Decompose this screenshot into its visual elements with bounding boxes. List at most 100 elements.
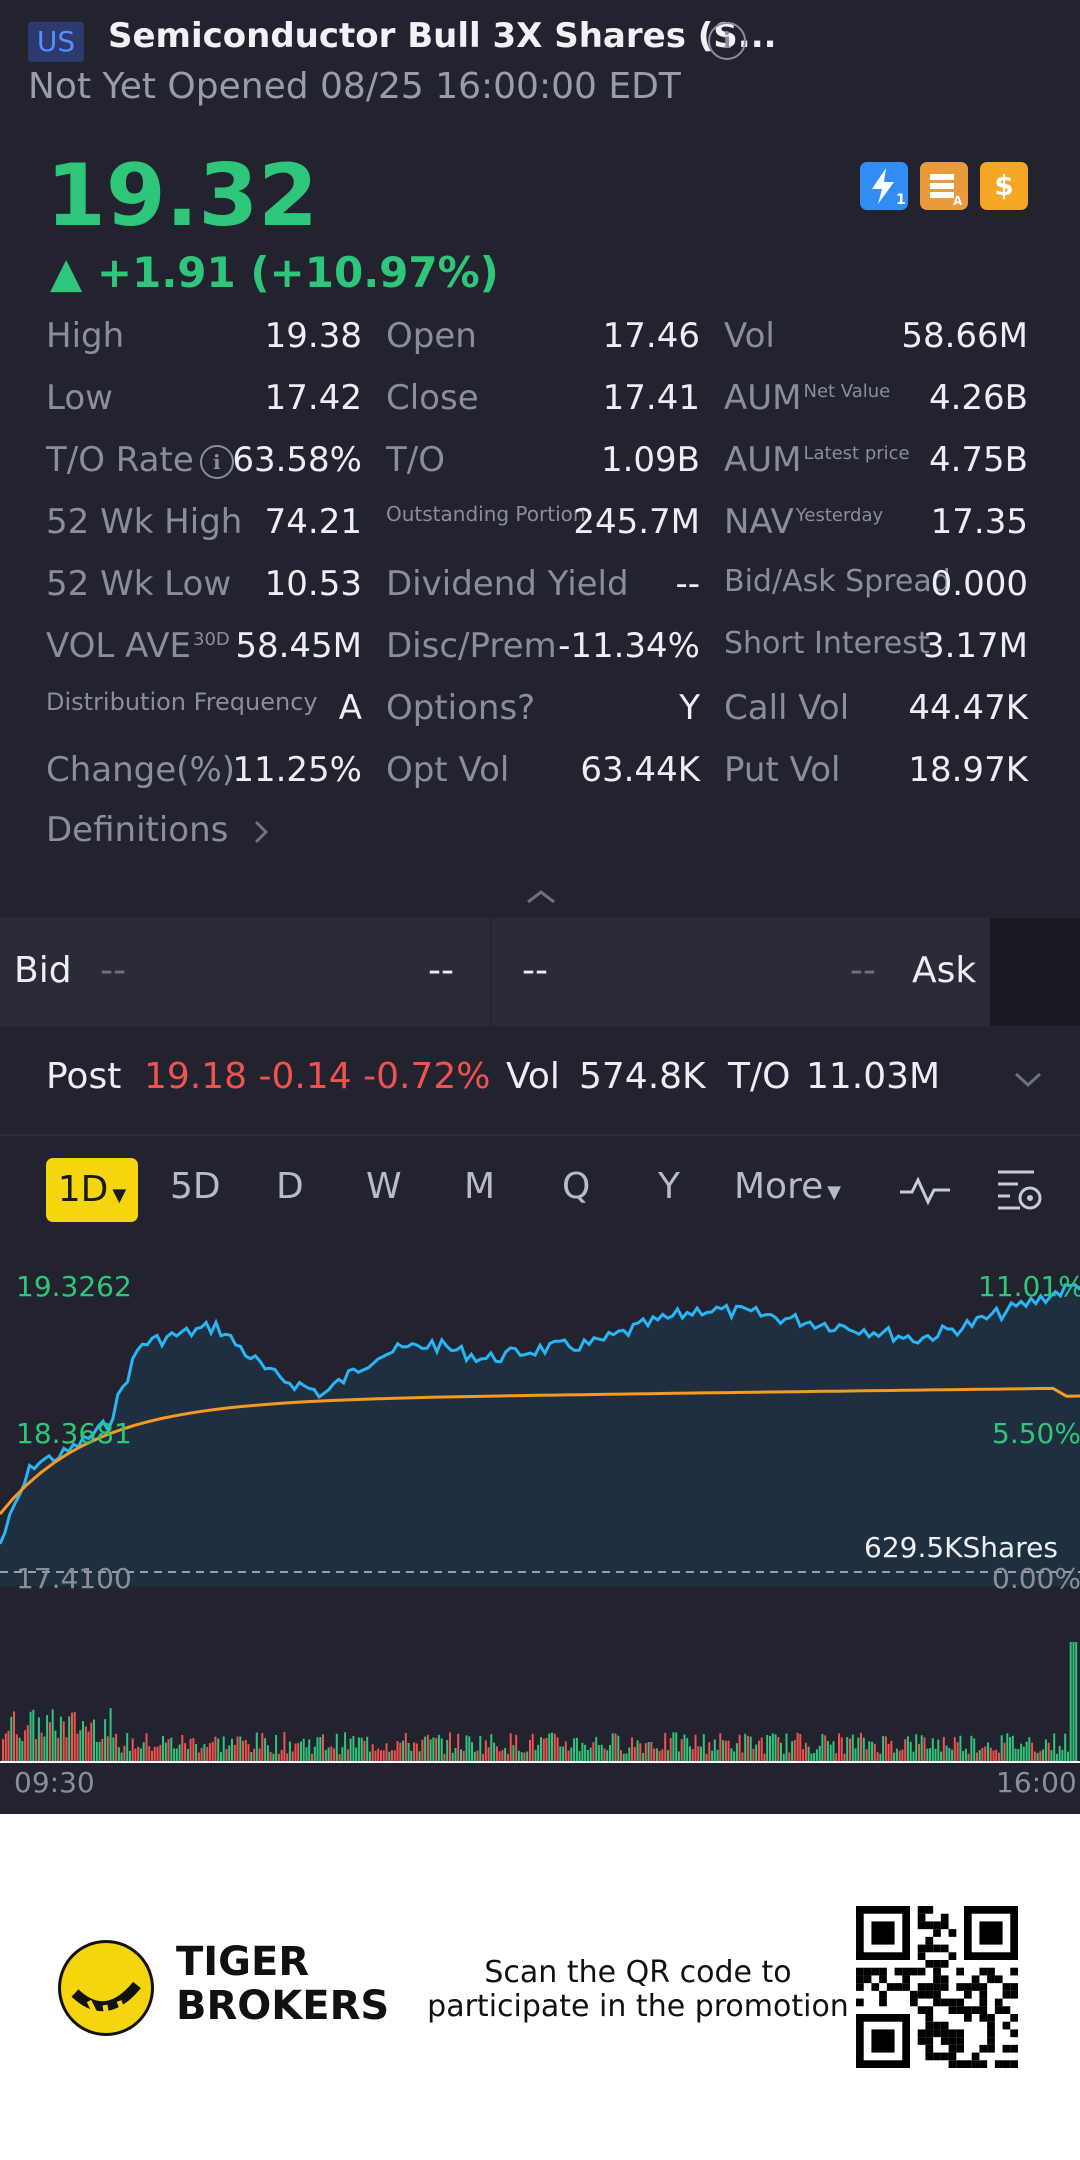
lightning-icon[interactable]: 1 bbox=[860, 162, 908, 210]
stat-label: Options? bbox=[386, 688, 536, 728]
volume-bar bbox=[48, 1722, 51, 1762]
volume-bar bbox=[722, 1740, 725, 1762]
volume-bar bbox=[37, 1717, 40, 1762]
qr-code bbox=[856, 1906, 1018, 2068]
post-label: Post bbox=[46, 1056, 122, 1097]
volume-bar bbox=[368, 1751, 371, 1762]
stat-label: Close bbox=[386, 378, 479, 418]
volume-bar bbox=[504, 1748, 507, 1762]
volume-bar bbox=[1022, 1746, 1025, 1762]
volume-bar bbox=[65, 1737, 68, 1762]
volume-bar bbox=[669, 1738, 672, 1762]
stat-label: Outstanding Portion bbox=[386, 502, 586, 526]
volume-bar bbox=[931, 1738, 934, 1762]
volume-bar bbox=[203, 1744, 206, 1762]
volume-bar bbox=[153, 1746, 156, 1762]
stat-value: 44.47K bbox=[908, 688, 1028, 728]
volume-bar bbox=[291, 1751, 294, 1762]
volume-bar bbox=[1042, 1749, 1045, 1762]
post-market-row[interactable]: Post 19.18 -0.14 -0.72% Vol 574.8K T/O 1… bbox=[0, 1028, 1080, 1134]
volume-bar bbox=[595, 1736, 598, 1762]
volume-bar bbox=[642, 1753, 645, 1762]
volume-bar bbox=[1039, 1751, 1042, 1762]
stat-label: T/O bbox=[386, 440, 445, 480]
volume-bar bbox=[680, 1739, 683, 1762]
volume-bar bbox=[244, 1740, 247, 1762]
volume-bar bbox=[796, 1732, 799, 1762]
volume-bar bbox=[975, 1752, 978, 1762]
volume-bar bbox=[272, 1753, 275, 1762]
volume-bar bbox=[13, 1711, 15, 1762]
volume-bar bbox=[1055, 1753, 1058, 1762]
volume-bar bbox=[625, 1753, 628, 1762]
volume-bar bbox=[838, 1733, 840, 1762]
volume-bar bbox=[771, 1733, 774, 1762]
volume-bar bbox=[832, 1741, 835, 1762]
volume-bar bbox=[134, 1748, 137, 1762]
volume-bar bbox=[755, 1744, 758, 1762]
volume-bar bbox=[992, 1750, 995, 1762]
tab-w[interactable]: W bbox=[366, 1166, 402, 1207]
indicator-icon[interactable] bbox=[898, 1174, 952, 1206]
volume-bar bbox=[1033, 1751, 1036, 1762]
intraday-chart[interactable] bbox=[0, 1244, 1080, 1789]
post-to: 11.03M bbox=[806, 1056, 941, 1097]
volume-bar bbox=[984, 1746, 987, 1762]
volume-bar bbox=[639, 1743, 642, 1762]
volume-bar bbox=[18, 1737, 21, 1762]
volume-bar bbox=[363, 1740, 366, 1762]
y-right-base: 0.00% bbox=[992, 1562, 1080, 1595]
volume-bar bbox=[35, 1739, 38, 1762]
volume-bar bbox=[953, 1737, 956, 1762]
volume-bar bbox=[929, 1748, 931, 1762]
period-tabs: 1D ▼ 5D D W M Q Y More ▼ bbox=[0, 1134, 1080, 1246]
volume-bar bbox=[344, 1732, 347, 1762]
tab-q[interactable]: Q bbox=[562, 1166, 591, 1207]
info-icon[interactable]: i bbox=[708, 22, 746, 60]
volume-bar bbox=[998, 1752, 1000, 1762]
volume-bar bbox=[242, 1741, 244, 1762]
volume-bar bbox=[346, 1749, 349, 1762]
volume-bar bbox=[1003, 1742, 1006, 1762]
stat-value: 63.58% bbox=[232, 440, 362, 480]
volume-bar bbox=[556, 1737, 559, 1762]
chart-settings-icon[interactable] bbox=[996, 1166, 1046, 1214]
volume-bar bbox=[700, 1746, 702, 1762]
info-icon[interactable]: i bbox=[199, 444, 234, 479]
volume-bar bbox=[835, 1753, 838, 1762]
volume-bar bbox=[934, 1748, 937, 1762]
volume-bar bbox=[956, 1742, 959, 1762]
volume-bar bbox=[951, 1749, 954, 1762]
tab-1d[interactable]: 1D ▼ bbox=[46, 1158, 138, 1222]
volume-bar bbox=[752, 1748, 755, 1762]
chevron-down-icon[interactable] bbox=[1014, 1072, 1042, 1088]
volume-bar bbox=[294, 1743, 297, 1762]
volume-bar bbox=[214, 1736, 217, 1762]
dollar-icon[interactable]: $ bbox=[980, 162, 1028, 210]
volume-bar bbox=[184, 1743, 187, 1762]
stat-value: A bbox=[338, 688, 362, 728]
volume-bar bbox=[330, 1746, 333, 1762]
tab-more[interactable]: More ▼ bbox=[734, 1166, 842, 1207]
volume-bar bbox=[228, 1745, 231, 1762]
volume-bar bbox=[145, 1733, 148, 1762]
volume-bar bbox=[471, 1742, 473, 1762]
volume-bar bbox=[846, 1737, 849, 1762]
volume-bar bbox=[374, 1750, 377, 1762]
volume-bar bbox=[236, 1736, 239, 1762]
volume-bar bbox=[498, 1751, 501, 1762]
tab-m[interactable]: M bbox=[464, 1166, 496, 1207]
volume-bar bbox=[551, 1732, 553, 1762]
definitions-link[interactable]: Definitions bbox=[46, 810, 271, 850]
collapse-icon[interactable] bbox=[526, 890, 556, 904]
stack-icon[interactable]: A bbox=[920, 162, 968, 210]
tab-d[interactable]: D bbox=[276, 1166, 304, 1207]
volume-bar bbox=[446, 1740, 449, 1762]
volume-bar bbox=[175, 1748, 178, 1762]
tab-5d[interactable]: 5D bbox=[170, 1166, 221, 1207]
tab-y[interactable]: Y bbox=[658, 1166, 680, 1207]
stat-label: T/O Rate i bbox=[46, 440, 234, 480]
price-area bbox=[0, 1284, 1080, 1586]
volume-bar bbox=[868, 1741, 871, 1762]
post-to-label: T/O bbox=[728, 1056, 791, 1097]
